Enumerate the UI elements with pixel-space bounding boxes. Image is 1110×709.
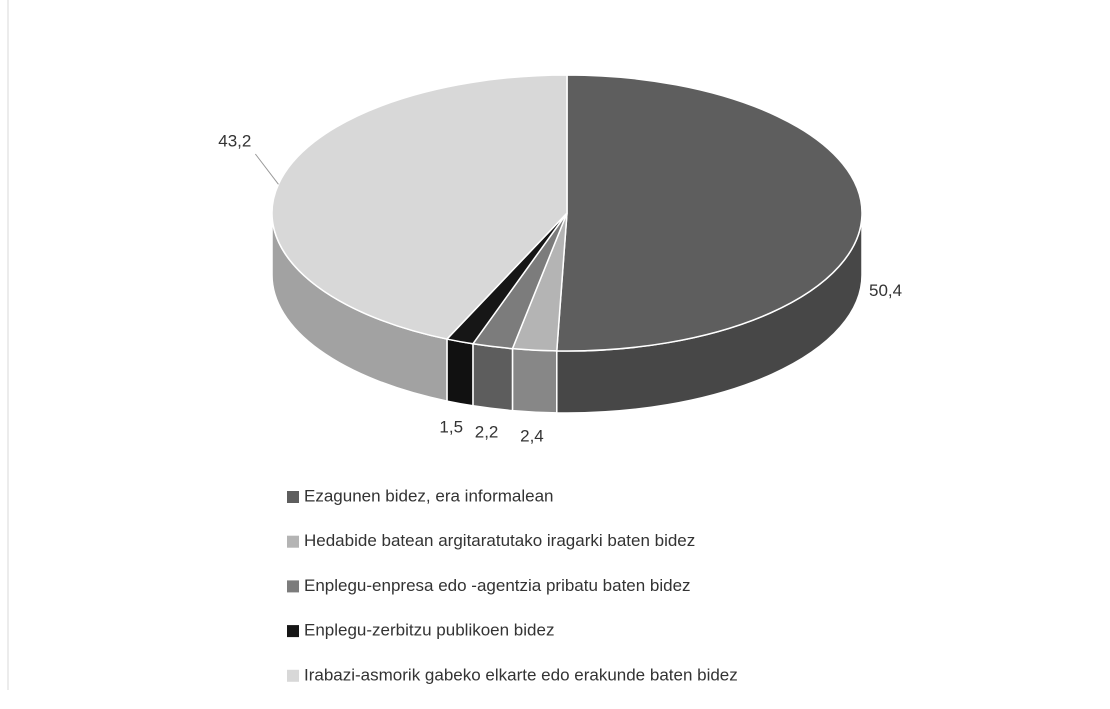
legend-label: Hedabide batean argitaratutako iragarki … bbox=[304, 531, 695, 550]
legend-marker bbox=[287, 535, 299, 548]
data-label: 2,2 bbox=[475, 423, 499, 442]
slice bbox=[555, 74, 863, 352]
legend-marker bbox=[287, 580, 299, 593]
legend-label: Enplegu-zerbitzu publikoen bidez bbox=[304, 621, 554, 640]
data-label: 1,5 bbox=[439, 417, 463, 436]
legend-marker bbox=[287, 625, 299, 638]
legend-marker bbox=[287, 669, 299, 682]
legend-label: Ezagunen bidez, era informalean bbox=[304, 486, 554, 505]
slice bbox=[271, 74, 568, 340]
legend-label: Irabazi-asmorik gabeko elkarte edo eraku… bbox=[304, 665, 738, 684]
data-label: 2,4 bbox=[520, 427, 544, 446]
data-label: 50,4 bbox=[869, 281, 902, 300]
data-label: 43,2 bbox=[218, 131, 251, 150]
slice-side bbox=[511, 347, 558, 414]
leader-line bbox=[254, 153, 279, 185]
slice-side bbox=[472, 342, 514, 412]
legend-label: Enplegu-enpresa edo -agentzia pribatu ba… bbox=[304, 576, 691, 595]
slice-side bbox=[446, 338, 474, 407]
legend-marker bbox=[287, 491, 299, 503]
